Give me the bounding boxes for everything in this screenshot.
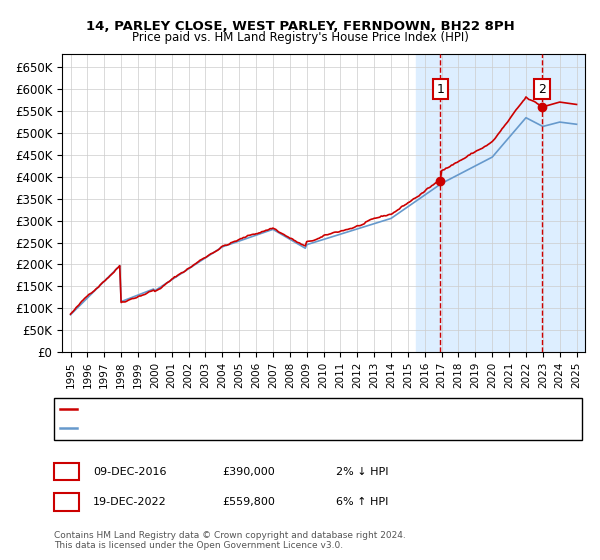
Text: HPI: Average price, detached house, Dorset: HPI: Average price, detached house, Dors… bbox=[83, 423, 301, 433]
Text: Contains HM Land Registry data © Crown copyright and database right 2024.
This d: Contains HM Land Registry data © Crown c… bbox=[54, 531, 406, 550]
Text: 2: 2 bbox=[538, 83, 546, 96]
Text: 2: 2 bbox=[63, 496, 70, 509]
Text: Price paid vs. HM Land Registry's House Price Index (HPI): Price paid vs. HM Land Registry's House … bbox=[131, 31, 469, 44]
Text: 1: 1 bbox=[63, 465, 70, 478]
Text: 09-DEC-2016: 09-DEC-2016 bbox=[93, 466, 167, 477]
Text: £559,800: £559,800 bbox=[222, 497, 275, 507]
Text: 19-DEC-2022: 19-DEC-2022 bbox=[93, 497, 167, 507]
Text: 14, PARLEY CLOSE, WEST PARLEY, FERNDOWN, BH22 8PH (detached house): 14, PARLEY CLOSE, WEST PARLEY, FERNDOWN,… bbox=[83, 404, 461, 414]
Text: 2% ↓ HPI: 2% ↓ HPI bbox=[336, 466, 389, 477]
Text: £390,000: £390,000 bbox=[222, 466, 275, 477]
Text: 6% ↑ HPI: 6% ↑ HPI bbox=[336, 497, 388, 507]
Bar bbox=[416, 54, 585, 352]
Text: 14, PARLEY CLOSE, WEST PARLEY, FERNDOWN, BH22 8PH: 14, PARLEY CLOSE, WEST PARLEY, FERNDOWN,… bbox=[86, 20, 514, 32]
Text: 1: 1 bbox=[436, 83, 444, 96]
